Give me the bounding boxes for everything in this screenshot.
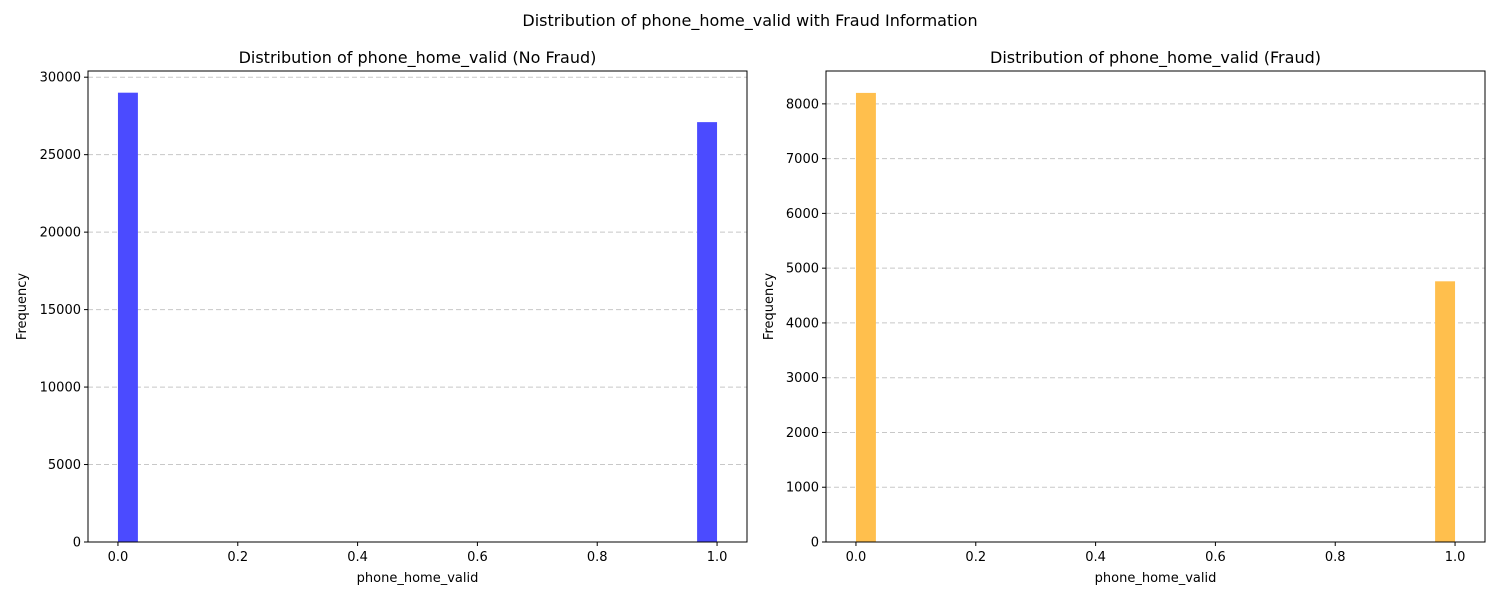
bar-fraud-1	[1435, 281, 1456, 542]
bar-no-fraud-0	[117, 92, 138, 542]
subplot-no-fraud: 0.0 0.2 0.4 0.6 0.8 1.0 0 5000 10000 15000 20000 25…	[15, 48, 748, 586]
y-tick-label-fraud-5: 5000	[786, 262, 819, 277]
y-tick-label-fraud-7: 7000	[786, 152, 819, 167]
subplot-title-no-fraud: Distribution of phone_home_valid (No Fra…	[239, 48, 597, 68]
y-tick-label-no-fraud-5: 25000	[40, 148, 81, 163]
x-tick-label-fraud-1: 0.2	[965, 550, 986, 565]
x-tick-label-fraud-4: 0.8	[1325, 550, 1346, 565]
y-tick-label-fraud-0: 0	[811, 536, 819, 551]
y-tick-label-fraud-2: 2000	[786, 426, 819, 441]
y-tick-label-fraud-8: 8000	[786, 97, 819, 112]
subplot-title-fraud: Distribution of phone_home_valid (Fraud)	[990, 48, 1321, 68]
x-tick-label-fraud-3: 0.6	[1205, 550, 1226, 565]
x-axis-label-fraud: phone_home_valid	[1095, 571, 1217, 586]
y-tick-label-no-fraud-3: 15000	[40, 303, 81, 318]
x-tick-label-fraud-2: 0.4	[1085, 550, 1106, 565]
bar-fraud-0	[855, 92, 876, 542]
x-tick-label-no-fraud-4: 0.8	[587, 550, 608, 565]
x-tick-label-no-fraud-3: 0.6	[467, 550, 488, 565]
y-tick-label-no-fraud-0: 0	[73, 536, 81, 551]
y-tick-label-fraud-1: 1000	[786, 481, 819, 496]
y-axis-label-fraud: Frequency	[762, 273, 777, 340]
subplot-fraud: 0.0 0.2 0.4 0.6 0.8 1.0 0 1000 2000 3000 4000 5000 6…	[762, 48, 1486, 586]
x-tick-label-fraud-5: 1.0	[1445, 550, 1466, 565]
x-axis-label-no-fraud: phone_home_valid	[357, 571, 479, 586]
x-tick-label-fraud-0: 0.0	[846, 550, 867, 565]
y-tick-label-fraud-3: 3000	[786, 371, 819, 386]
y-tick-label-no-fraud-6: 30000	[40, 71, 81, 86]
bar-no-fraud-1	[697, 122, 718, 542]
y-tick-label-no-fraud-1: 5000	[48, 458, 81, 473]
plot-frame-no-fraud	[87, 70, 748, 543]
x-tick-label-no-fraud-1: 0.2	[227, 550, 248, 565]
y-tick-label-no-fraud-2: 10000	[40, 381, 81, 396]
x-tick-label-no-fraud-5: 1.0	[707, 550, 728, 565]
y-axis-label-no-fraud: Frequency	[15, 273, 30, 340]
y-tick-label-fraud-6: 6000	[786, 207, 819, 222]
plot-frame-fraud	[825, 70, 1486, 543]
figure-suptitle: Distribution of phone_home_valid with Fr…	[522, 11, 977, 31]
y-tick-label-no-fraud-4: 20000	[40, 226, 81, 241]
x-tick-label-no-fraud-0: 0.0	[108, 550, 129, 565]
x-tick-label-no-fraud-2: 0.4	[347, 550, 368, 565]
y-tick-label-fraud-4: 4000	[786, 316, 819, 331]
